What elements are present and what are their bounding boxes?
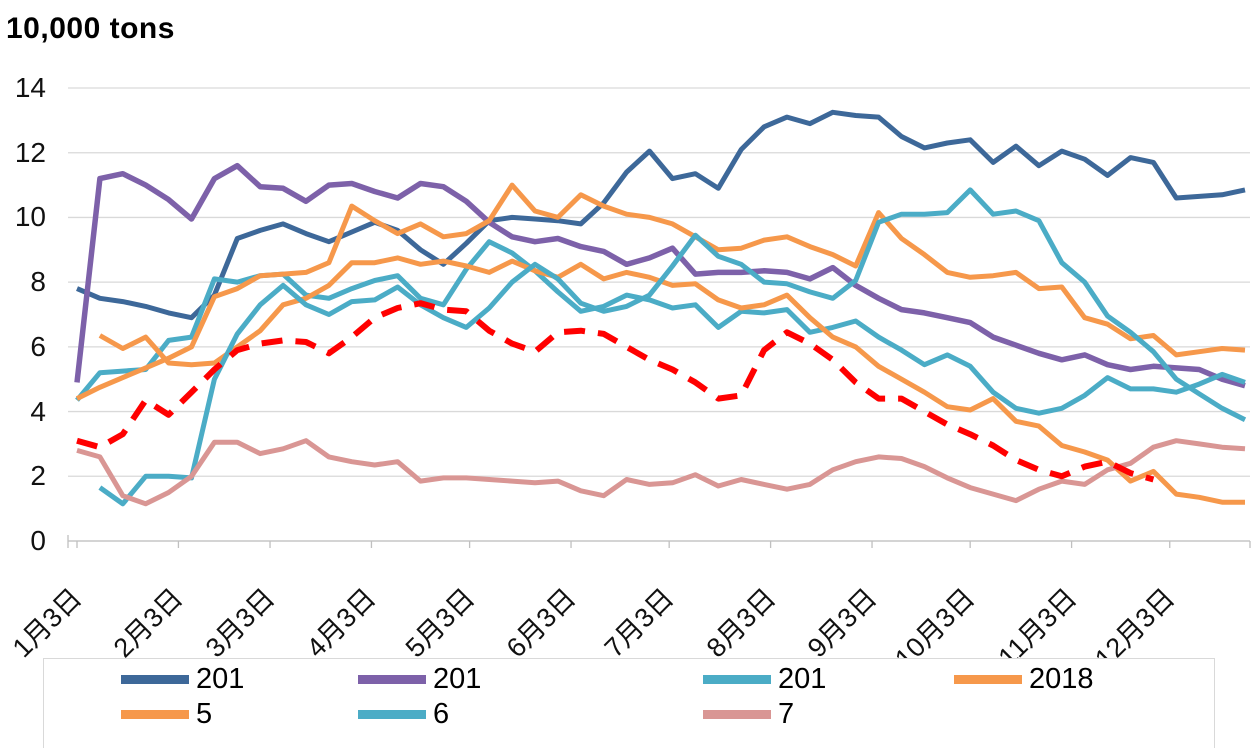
y-tick-label: 2 [30, 460, 46, 492]
legend-label: 201 [778, 662, 827, 695]
legend-clipped-row: 201 201 201 [44, 728, 1214, 733]
y-tick-label: 0 [30, 525, 46, 556]
series-line-2020 [98, 187, 1247, 507]
series-line-2018 [75, 182, 1246, 401]
y-tick-label: 14 [14, 72, 46, 103]
legend-label: 7 [778, 697, 795, 730]
legend-entry: 2018 [954, 664, 1094, 694]
legend-swatch [358, 709, 426, 719]
y-tick-label: 12 [14, 136, 46, 168]
y-tick-label: 10 [14, 201, 46, 233]
legend-label: 6 [433, 697, 450, 730]
legend-swatch [121, 709, 189, 719]
legend-entry: 201 [703, 664, 826, 694]
legend-swatch [121, 674, 189, 684]
chart-unit-title: 10,000 tons [6, 12, 175, 45]
legend-label: 2018 [1029, 662, 1094, 695]
legend-box: 201 201 201 201 201 201 2018 5 6 7 [43, 658, 1215, 748]
y-tick-label: 4 [30, 395, 46, 427]
series-line-2016 [74, 162, 1246, 389]
legend-clipped-label: 201 [433, 728, 480, 733]
legend-swatch [703, 674, 771, 684]
y-tick-label: 6 [30, 330, 46, 362]
series-line-2015 [76, 109, 1246, 321]
legend-clipped-label: 201 [778, 728, 825, 733]
legend-label: 201 [196, 662, 245, 695]
legend-entry: 7 [703, 699, 794, 729]
y-tick-label: 8 [30, 266, 46, 298]
legend-swatch [358, 674, 426, 684]
legend-entry: 6 [358, 699, 449, 729]
series-line-red-dashed [76, 300, 1155, 483]
legend-entry: 5 [121, 699, 212, 729]
legend-entry: 201 [358, 664, 481, 694]
legend-swatch [703, 709, 771, 719]
legend-entry: 201 [121, 664, 244, 694]
legend-clipped-label: 201 [196, 728, 243, 733]
legend-label: 5 [196, 697, 213, 730]
series-line-2021 [76, 438, 1246, 507]
legend-swatch [954, 674, 1022, 684]
legend-label: 201 [433, 662, 482, 695]
series-line-2019 [98, 255, 1245, 505]
